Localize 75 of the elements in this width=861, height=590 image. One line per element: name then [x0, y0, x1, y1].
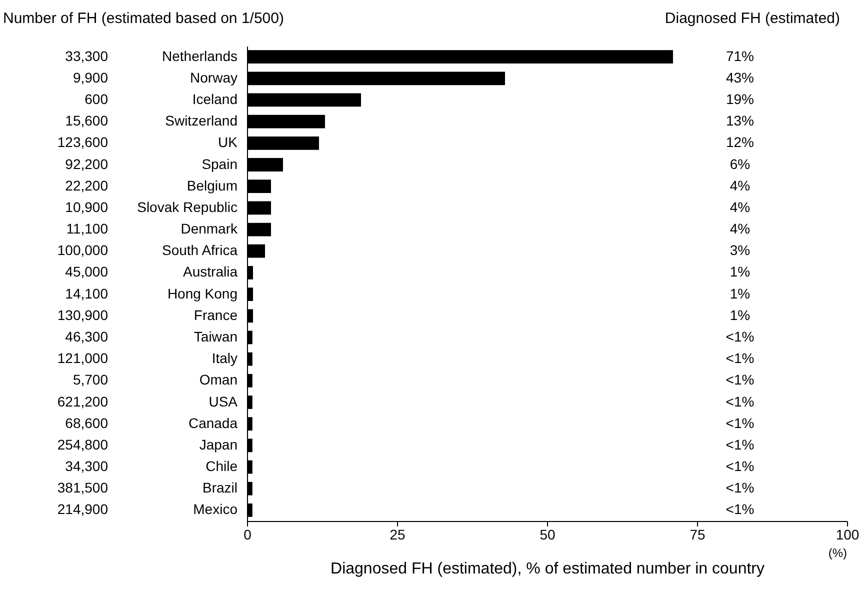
x-tick-label: 0: [244, 526, 252, 542]
text: Number of FH (estimated based on 1/500): [3, 10, 284, 27]
text: 621,200: [57, 393, 108, 410]
x-tick-label: 75: [690, 526, 706, 542]
data-label: 4%: [730, 220, 750, 237]
text: (%): [828, 546, 847, 560]
text: 10,900: [65, 198, 108, 215]
data-label: 43%: [726, 69, 754, 86]
data-label: <1%: [726, 328, 754, 344]
text: 9,900: [72, 69, 108, 86]
y-tick-label: Slovak Republic: [137, 198, 238, 215]
data-label: <1%: [726, 480, 754, 496]
text: 34,300: [65, 458, 108, 474]
text: 68,600: [65, 414, 108, 431]
y-tick-label: Chile: [206, 458, 238, 474]
data-label: 1%: [730, 285, 750, 302]
text: 123,600: [57, 134, 108, 150]
x-tick-label: 25: [390, 526, 406, 542]
y-tick-label: Belgium: [186, 177, 238, 194]
data-label: 13%: [726, 112, 754, 129]
y-tick-label: Japan: [199, 436, 238, 452]
data-label: 12%: [726, 134, 754, 150]
text: 600: [84, 90, 108, 107]
text: 121,000: [57, 350, 108, 366]
x-axis-title: Diagnosed FH (estimated), % of estimated number in country: [330, 560, 764, 578]
y-tick-label: Taiwan: [194, 328, 238, 344]
y-tick-label: Denmark: [180, 220, 238, 237]
y-tick-label: Oman: [199, 372, 238, 388]
data-label: <1%: [726, 372, 754, 388]
y-tick-label: Norway: [190, 69, 238, 86]
x-tick-label: 50: [540, 526, 556, 542]
data-label: <1%: [726, 393, 754, 410]
data-label: 6%: [730, 156, 750, 172]
y-tick-label: Mexico: [193, 501, 238, 518]
y-tick-label: South Africa: [162, 242, 238, 258]
y-tick-label: Iceland: [192, 90, 238, 107]
y-tick-label: Italy: [212, 350, 238, 366]
y-tick-label: France: [194, 306, 238, 323]
text: 254,800: [57, 436, 108, 452]
y-tick-label: Switzerland: [165, 112, 238, 129]
y-tick-label: UK: [218, 134, 238, 150]
text: Diagnosed FH (estimated): [664, 10, 840, 27]
text: 46,300: [65, 328, 108, 344]
y-tick-label: Netherlands: [162, 48, 238, 64]
data-label: <1%: [726, 436, 754, 452]
y-tick-label: Hong Kong: [167, 285, 238, 302]
text: 22,200: [65, 177, 108, 194]
data-label: 19%: [726, 90, 754, 107]
text: 100,000: [57, 242, 108, 258]
data-label: <1%: [726, 458, 754, 474]
text: 33,300: [65, 48, 108, 64]
y-tick-label: USA: [208, 393, 238, 410]
y-tick-label: Canada: [188, 414, 238, 431]
text: 92,200: [65, 156, 108, 172]
text: 5,700: [72, 372, 108, 388]
text: 14,100: [65, 285, 108, 302]
text: 130,900: [57, 306, 108, 323]
data-label: 1%: [730, 264, 750, 280]
data-label: 1%: [730, 306, 750, 323]
y-tick-label: Australia: [183, 264, 238, 280]
data-label: <1%: [726, 350, 754, 366]
data-label: <1%: [726, 414, 754, 431]
data-label: 4%: [730, 198, 750, 215]
text: 45,000: [65, 264, 108, 280]
data-label: 4%: [730, 177, 750, 194]
data-label: 71%: [726, 48, 754, 64]
text: 381,500: [57, 480, 108, 496]
text: 214,900: [57, 501, 108, 518]
y-tick-label: Brazil: [202, 480, 238, 496]
text: 11,100: [66, 220, 108, 237]
data-label: <1%: [726, 501, 754, 518]
x-tick-label: 100: [836, 526, 860, 542]
data-label: 3%: [730, 242, 750, 258]
text: 15,600: [65, 112, 108, 129]
y-tick-label: Spain: [202, 156, 238, 172]
